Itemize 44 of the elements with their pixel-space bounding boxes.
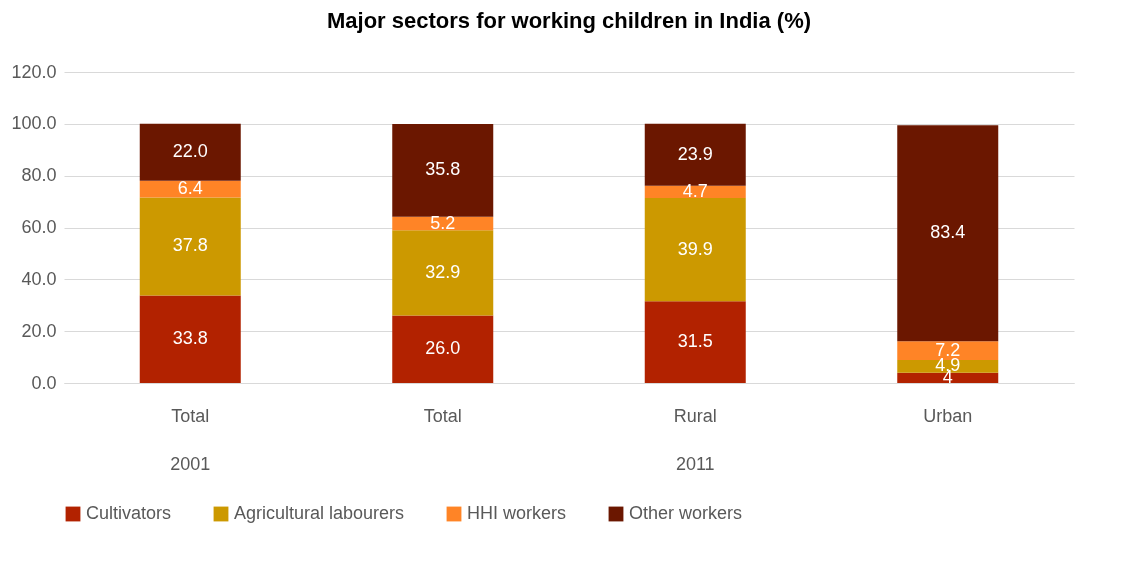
y-tick-label: 120.0 <box>11 61 57 82</box>
legend-label: Agricultural labourers <box>234 503 405 523</box>
bar <box>392 315 494 383</box>
data-label: 22.0 <box>172 141 208 162</box>
x-tick-label: Total <box>171 405 210 426</box>
text: 2011 <box>675 454 715 474</box>
data-label: 39.9 <box>677 238 713 259</box>
x-tick-label: Urban <box>923 405 973 426</box>
bar <box>644 123 746 186</box>
bar <box>139 295 241 383</box>
y-tick-label: 60.0 <box>21 217 57 237</box>
data-label: 31.5 <box>677 331 713 352</box>
bar <box>644 301 746 383</box>
data-label: 32.9 <box>425 261 461 282</box>
data-label: 26.0 <box>425 338 461 359</box>
bar <box>644 197 746 302</box>
y-tick-label: 0.0 <box>31 372 57 393</box>
data-label: 6.4 <box>177 178 203 199</box>
x-tick-label: Total <box>423 405 462 426</box>
y-tick-label: 40.0 <box>21 268 57 289</box>
bar <box>897 125 999 342</box>
x-tick-label: Rural <box>673 405 717 426</box>
y-tick-label: 100.0 <box>11 113 57 134</box>
data-label: 33.8 <box>172 328 208 349</box>
chart-title: Major sectors for working children in India (%) <box>326 8 812 33</box>
bar <box>392 124 494 217</box>
bar <box>897 372 999 383</box>
text: 2001 <box>170 454 211 474</box>
bar <box>392 230 494 316</box>
legend-label: Other workers <box>629 503 743 523</box>
bar <box>644 185 746 198</box>
data-label: 37.8 <box>172 235 208 256</box>
data-label: 4.7 <box>682 180 708 201</box>
bar <box>139 197 241 296</box>
y-tick-label: 20.0 <box>21 320 57 341</box>
data-label: 83.4 <box>930 222 966 243</box>
y-tick-label: 80.0 <box>21 165 57 186</box>
bar <box>139 123 241 181</box>
legend-label: HHI workers <box>467 503 567 523</box>
data-label: 23.9 <box>677 143 713 164</box>
data-label: 5.2 <box>430 212 456 233</box>
legend-label: Cultivators <box>86 503 172 523</box>
data-label: 35.8 <box>425 159 461 180</box>
bar <box>897 341 999 360</box>
